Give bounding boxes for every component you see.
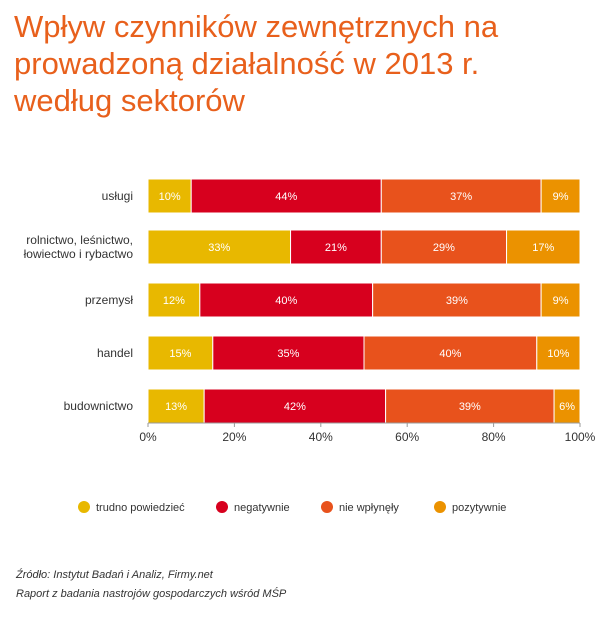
bar-segment bbox=[540, 282, 581, 318]
bar-value-label: 35% bbox=[277, 348, 299, 360]
bar-segment bbox=[540, 178, 581, 214]
title-line-3: według sektorów bbox=[14, 83, 245, 118]
x-tick-label: 60% bbox=[395, 430, 419, 444]
bar-segment bbox=[147, 229, 292, 265]
bar-value-label: 42% bbox=[284, 401, 306, 413]
bar-segment bbox=[199, 282, 374, 318]
footer: Źródło: Instytut Badań i Analiz, Firmy.n… bbox=[16, 566, 286, 604]
legend-marker bbox=[216, 501, 228, 513]
category-label: przemysł bbox=[85, 293, 133, 307]
category-label: usługi bbox=[102, 189, 133, 203]
bar-segment bbox=[380, 178, 542, 214]
x-tick-label: 20% bbox=[222, 430, 246, 444]
bar-value-label: 40% bbox=[439, 348, 461, 360]
bar-segment bbox=[363, 335, 538, 371]
chart-title: Wpływ czynników zewnętrznych na prowadzo… bbox=[14, 8, 584, 119]
bar-segment bbox=[190, 178, 382, 214]
bar-segment bbox=[147, 335, 214, 371]
bar-value-label: 21% bbox=[325, 242, 347, 254]
report-note: Raport z badania nastrojów gospodarczych… bbox=[16, 588, 287, 600]
category-label: rolnictwo, leśnictwo, bbox=[26, 233, 133, 247]
bar-segment bbox=[147, 282, 201, 318]
category-label: handel bbox=[97, 346, 133, 360]
bar-value-label: 9% bbox=[553, 191, 569, 203]
legend-marker bbox=[78, 501, 90, 513]
x-tick-label: 40% bbox=[309, 430, 333, 444]
bar-value-label: 39% bbox=[459, 401, 481, 413]
legend-label: negatywnie bbox=[234, 502, 290, 514]
legend-label: trudno powiedzieć bbox=[96, 502, 185, 514]
bar-value-label: 15% bbox=[169, 348, 191, 360]
x-tick-label: 100% bbox=[565, 430, 596, 444]
title-line-2: prowadzoną działalność w 2013 r. bbox=[14, 46, 480, 81]
bar-value-label: 6% bbox=[559, 401, 575, 413]
x-tick-label: 80% bbox=[482, 430, 506, 444]
bar-value-label: 12% bbox=[163, 295, 185, 307]
legend-label: pozytywnie bbox=[452, 502, 506, 514]
bar-segment bbox=[372, 282, 542, 318]
bar-value-label: 9% bbox=[553, 295, 569, 307]
bar-value-label: 29% bbox=[433, 242, 455, 254]
bar-value-label: 13% bbox=[165, 401, 187, 413]
bar-segment bbox=[290, 229, 382, 265]
bar-value-label: 17% bbox=[532, 242, 554, 254]
bar-value-label: 10% bbox=[547, 348, 569, 360]
bar-segment bbox=[385, 388, 555, 424]
title-line-1: Wpływ czynników zewnętrznych na bbox=[14, 9, 499, 44]
bar-value-label: 37% bbox=[450, 191, 472, 203]
bar-segment bbox=[203, 388, 387, 424]
source-note: Źródło: Instytut Badań i Analiz, Firmy.n… bbox=[16, 569, 213, 581]
category-label: budownictwo bbox=[64, 399, 134, 413]
bar-value-label: 10% bbox=[159, 191, 181, 203]
legend-label: nie wpłynęły bbox=[339, 502, 399, 514]
bar-segment bbox=[147, 388, 205, 424]
bar-segment bbox=[506, 229, 581, 265]
bar-value-label: 44% bbox=[275, 191, 297, 203]
legend-marker bbox=[434, 501, 446, 513]
legend-marker bbox=[321, 501, 333, 513]
bar-segment bbox=[536, 335, 581, 371]
bar-value-label: 39% bbox=[446, 295, 468, 307]
bar-value-label: 33% bbox=[208, 242, 230, 254]
x-tick-label: 0% bbox=[139, 430, 157, 444]
bar-segment bbox=[380, 229, 508, 265]
bar-value-label: 40% bbox=[275, 295, 297, 307]
category-label: łowiectwo i rybactwo bbox=[24, 247, 134, 261]
